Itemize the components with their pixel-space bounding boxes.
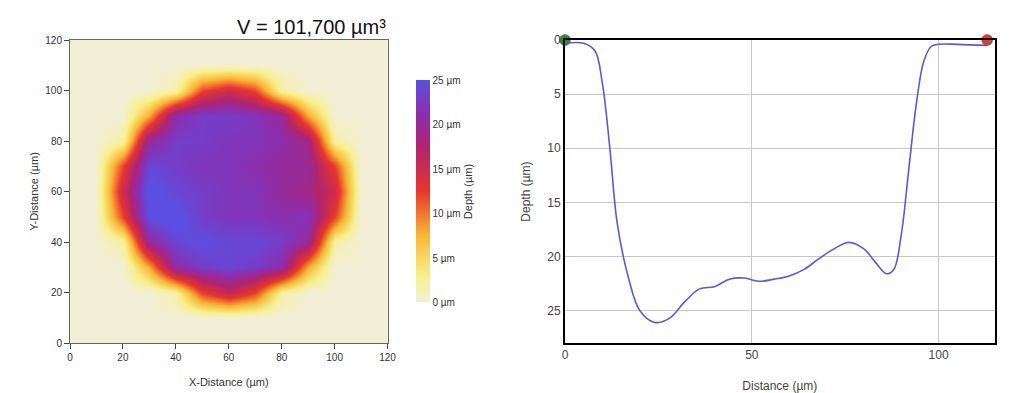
svg-text:80: 80 [276, 352, 288, 363]
svg-text:100: 100 [326, 352, 343, 363]
svg-text:20: 20 [117, 352, 129, 363]
svg-text:0: 0 [554, 33, 561, 47]
svg-text:0: 0 [67, 352, 73, 363]
svg-text:0 µm: 0 µm [433, 297, 455, 308]
svg-text:Y-Distance (µm): Y-Distance (µm) [28, 152, 40, 231]
svg-text:40: 40 [51, 237, 63, 248]
svg-text:25 µm: 25 µm [433, 75, 461, 86]
svg-text:20 µm: 20 µm [433, 119, 461, 130]
svg-text:5: 5 [554, 87, 561, 101]
svg-text:40: 40 [170, 352, 182, 363]
svg-text:120: 120 [379, 352, 396, 363]
svg-text:20: 20 [51, 287, 63, 298]
svg-text:X-Distance (µm): X-Distance (µm) [189, 376, 269, 388]
svg-text:100: 100 [929, 348, 949, 362]
svg-text:100: 100 [45, 85, 62, 96]
svg-text:Depth (µm): Depth (µm) [519, 161, 533, 221]
svg-text:60: 60 [51, 186, 63, 197]
svg-text:V = 101,700 µm³: V = 101,700 µm³ [237, 16, 386, 38]
svg-text:20: 20 [547, 250, 561, 264]
svg-text:10: 10 [547, 141, 561, 155]
svg-text:0: 0 [562, 348, 569, 362]
svg-text:120: 120 [45, 35, 62, 46]
svg-text:60: 60 [223, 352, 235, 363]
svg-text:5 µm: 5 µm [433, 253, 455, 264]
svg-text:Depth (µm): Depth (µm) [462, 164, 474, 219]
svg-text:15: 15 [547, 196, 561, 210]
svg-text:25: 25 [547, 304, 561, 318]
svg-text:0: 0 [56, 338, 62, 349]
svg-text:50: 50 [745, 348, 759, 362]
svg-text:Distance (µm): Distance (µm) [742, 379, 817, 393]
svg-text:80: 80 [51, 136, 63, 147]
svg-text:10 µm: 10 µm [433, 208, 461, 219]
svg-text:15 µm: 15 µm [433, 164, 461, 175]
